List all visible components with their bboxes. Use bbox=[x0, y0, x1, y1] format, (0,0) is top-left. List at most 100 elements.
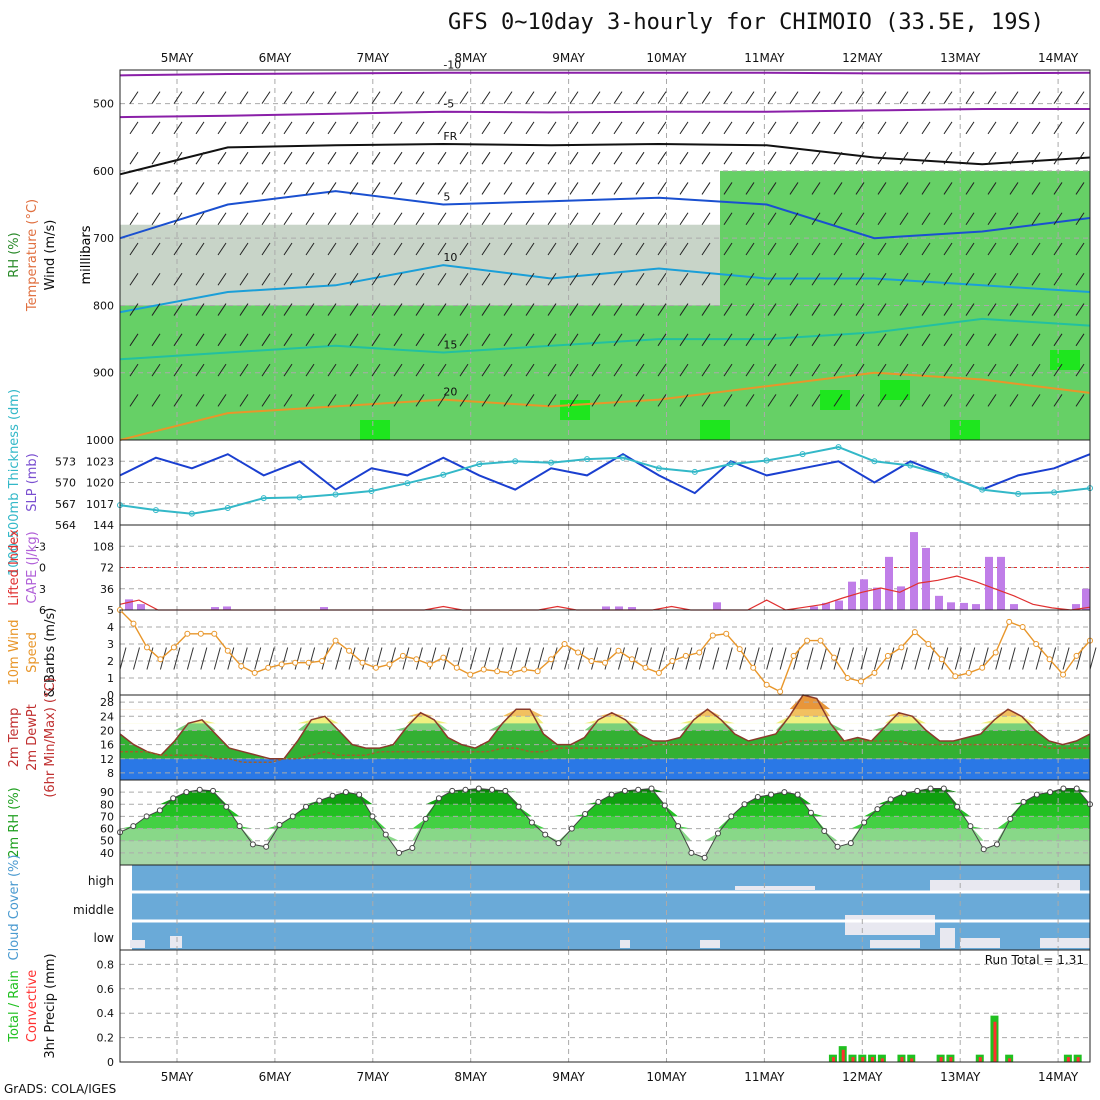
rh-point bbox=[210, 787, 217, 794]
wind-barb bbox=[1089, 647, 1097, 670]
wind-barb bbox=[943, 363, 953, 377]
wind-barb bbox=[459, 394, 469, 407]
wind-barb bbox=[151, 303, 161, 316]
wind-barb bbox=[151, 91, 161, 104]
cape-tick: 108 bbox=[93, 540, 114, 553]
li-tick: -3 bbox=[35, 540, 46, 553]
cape-bar bbox=[810, 606, 818, 610]
cloud-gap bbox=[845, 915, 905, 935]
precip-conv-bar bbox=[861, 1057, 865, 1062]
thickness-point bbox=[332, 491, 339, 498]
precip-tick: 0.4 bbox=[97, 1007, 115, 1020]
wind-barb bbox=[745, 212, 755, 226]
wind-barb bbox=[283, 242, 293, 256]
wind-barb bbox=[371, 363, 381, 377]
wind-barb bbox=[393, 151, 403, 165]
date-label-bottom: 10MAY bbox=[646, 1070, 687, 1084]
wind-barb bbox=[635, 363, 645, 377]
wind-barb bbox=[173, 91, 183, 104]
wind-barb bbox=[679, 333, 689, 347]
wind-barb bbox=[877, 91, 887, 104]
wind-barb bbox=[1075, 242, 1085, 256]
cape-bar bbox=[835, 600, 843, 610]
wind-barb bbox=[129, 363, 139, 377]
wind-point bbox=[143, 644, 150, 651]
wind-barb bbox=[635, 272, 645, 286]
wind-barb bbox=[789, 394, 799, 407]
li-tick: 0 bbox=[39, 562, 46, 575]
precip-conv-bar bbox=[910, 1058, 914, 1062]
wind-barb bbox=[217, 333, 227, 347]
wind-barb bbox=[481, 303, 491, 316]
wind-barb bbox=[327, 91, 337, 104]
rh-point bbox=[156, 807, 163, 814]
thickness-point bbox=[368, 488, 375, 494]
wind-barb bbox=[371, 242, 381, 256]
wind-barb bbox=[459, 91, 469, 104]
cloud-gap bbox=[735, 886, 815, 890]
wind-barb bbox=[968, 647, 976, 670]
cape-bar bbox=[320, 607, 328, 610]
wind-barb bbox=[547, 242, 557, 256]
wind-barb bbox=[305, 182, 315, 195]
wind-point bbox=[790, 652, 797, 659]
wind-barb bbox=[569, 151, 579, 165]
wind-barb bbox=[569, 212, 579, 226]
wind-barb bbox=[371, 91, 381, 104]
wind-barb bbox=[459, 242, 469, 256]
date-label-top: 6MAY bbox=[259, 51, 292, 65]
wind-barb bbox=[119, 647, 127, 670]
rh-point bbox=[595, 798, 602, 805]
wind-barb bbox=[987, 333, 997, 347]
wind-point bbox=[992, 649, 999, 656]
cape-bar bbox=[997, 556, 1005, 610]
wind-barb bbox=[965, 121, 975, 135]
wind-barb bbox=[437, 91, 447, 104]
wind-barb bbox=[855, 121, 865, 135]
wind-barb bbox=[723, 394, 733, 407]
wind-barb bbox=[745, 333, 755, 347]
wind-barb bbox=[239, 91, 249, 104]
rh-point bbox=[887, 796, 894, 803]
cloud-gap bbox=[940, 928, 955, 948]
wind-barb bbox=[349, 333, 359, 347]
wind-barb bbox=[261, 91, 271, 104]
wind-barb bbox=[613, 394, 623, 407]
contour--10 bbox=[119, 71, 1091, 77]
wind-barb bbox=[195, 151, 205, 165]
wind-barb bbox=[371, 303, 381, 316]
li-tick: 3 bbox=[39, 583, 46, 596]
wind-barb bbox=[415, 394, 425, 407]
wind-barb bbox=[1009, 242, 1019, 256]
wind-barb bbox=[701, 121, 711, 135]
wind-barb bbox=[525, 272, 535, 286]
wind-barb bbox=[635, 333, 645, 347]
thickness-tick: 567 bbox=[55, 498, 76, 511]
wind-barb bbox=[569, 303, 579, 316]
rh-point bbox=[170, 795, 177, 802]
wind-point bbox=[534, 668, 541, 675]
rh-bright-patch bbox=[880, 380, 910, 400]
wind-barb bbox=[701, 212, 711, 226]
rh-point bbox=[356, 791, 363, 798]
wind-barb bbox=[914, 647, 922, 670]
wind-barb bbox=[239, 303, 249, 316]
li-tick: 6 bbox=[39, 604, 46, 617]
wind-barb bbox=[1022, 647, 1030, 670]
wind-barb bbox=[899, 91, 909, 104]
rh-point bbox=[754, 794, 761, 800]
thickness-tick: 564 bbox=[55, 519, 76, 532]
wind-barb bbox=[613, 303, 623, 316]
wind-barb bbox=[1009, 272, 1019, 286]
rh-point bbox=[927, 785, 934, 792]
wind-point bbox=[278, 661, 285, 668]
wind-barb bbox=[371, 182, 381, 195]
wind-barb bbox=[921, 212, 931, 226]
wind-barb bbox=[943, 303, 953, 316]
wind-barb bbox=[613, 242, 623, 256]
wind-barb bbox=[393, 272, 403, 286]
wind-point bbox=[346, 647, 353, 654]
wind-barb bbox=[239, 394, 249, 407]
cloud-gap bbox=[930, 880, 1080, 892]
wind-barb bbox=[1053, 394, 1063, 407]
